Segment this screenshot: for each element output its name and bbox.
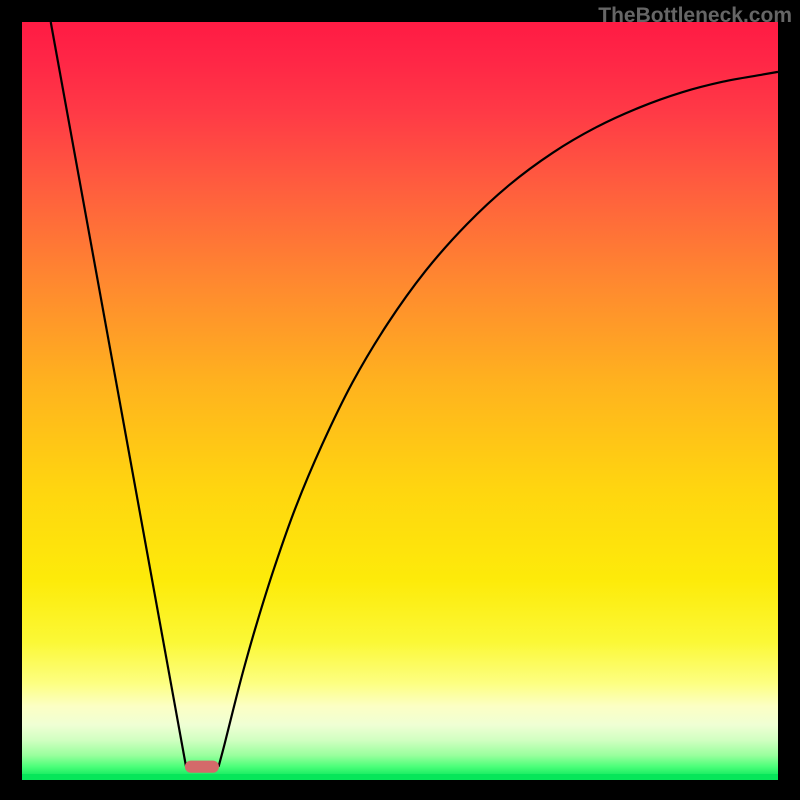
minimum-marker bbox=[185, 761, 219, 773]
plot-background bbox=[22, 22, 778, 778]
plot-svg bbox=[0, 0, 800, 800]
bottleneck-chart: TheBottleneck.com bbox=[0, 0, 800, 800]
watermark-label: TheBottleneck.com bbox=[598, 4, 792, 28]
